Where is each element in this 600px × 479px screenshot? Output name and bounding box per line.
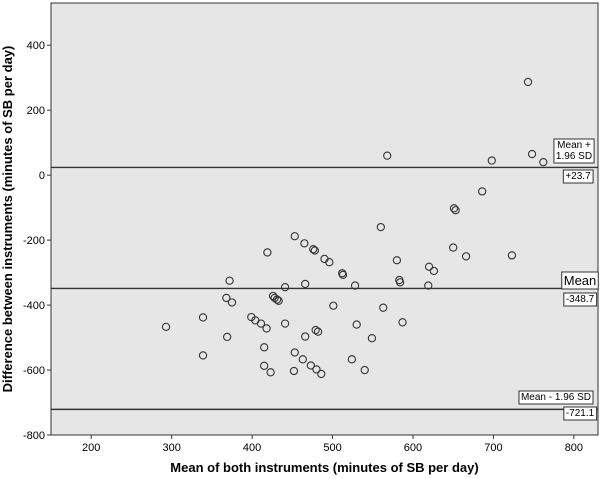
data-point	[360, 365, 369, 375]
data-point	[325, 258, 334, 267]
data-point	[367, 334, 377, 343]
x-axis-ticks: 200 300 400 500 600 700 800	[82, 435, 583, 454]
data-point	[347, 355, 356, 364]
data-point	[449, 243, 458, 252]
x-tick-label: 600	[404, 442, 422, 454]
y-tick-label: 0	[39, 170, 45, 182]
data-point	[310, 246, 319, 255]
ref-label-lower: Mean - 1.96 SD	[518, 390, 594, 405]
x-tick-label: 800	[565, 442, 583, 454]
data-point	[223, 332, 232, 342]
data-point	[311, 325, 320, 335]
y-tick-label: -200	[23, 235, 45, 247]
data-point	[309, 245, 318, 254]
data-point	[222, 293, 231, 303]
plot-background	[51, 3, 598, 435]
x-tick-label: 300	[162, 442, 180, 454]
data-point	[424, 281, 433, 290]
data-point	[376, 222, 385, 232]
ref-label-mean: Mean	[561, 271, 599, 290]
ref-label-mean-text: Mean	[564, 273, 597, 288]
data-point	[298, 355, 307, 364]
data-points	[161, 77, 548, 379]
x-tick-label: 500	[323, 442, 341, 454]
data-point	[352, 320, 361, 329]
x-axis-title: Mean of both instruments (minutes of SB …	[170, 460, 478, 475]
data-point	[523, 77, 533, 87]
ref-value-mean-text: -348.7	[566, 294, 595, 305]
data-point	[260, 343, 269, 352]
ref-value-upper: +23.7	[562, 169, 594, 184]
y-tick-label: 400	[27, 40, 45, 52]
data-point	[329, 301, 338, 310]
data-point	[280, 283, 290, 292]
data-point	[379, 303, 388, 312]
reference-labels: Mean +1.96 SD +23.7 Mean -348.7 Mean - 1.96 …	[518, 138, 599, 421]
data-point	[227, 298, 237, 307]
data-point	[392, 256, 402, 265]
data-point	[338, 270, 348, 280]
ref-value-lower: -721.1	[563, 406, 598, 421]
data-point	[350, 281, 360, 290]
data-point	[398, 318, 407, 327]
y-tick-label: 200	[27, 105, 45, 117]
data-point	[312, 365, 321, 374]
data-point	[507, 251, 517, 260]
ref-label-upper-text: 1.96 SD	[556, 151, 592, 162]
data-point	[301, 332, 310, 341]
y-tick-label: -400	[23, 300, 45, 312]
data-point	[449, 204, 459, 213]
ref-label-upper: Mean +1.96 SD	[553, 138, 595, 164]
data-point	[451, 206, 460, 215]
y-tick-label: -600	[23, 365, 45, 377]
data-point	[263, 248, 272, 257]
data-point	[280, 319, 290, 328]
data-point	[300, 239, 309, 248]
data-point	[313, 327, 323, 336]
data-point	[429, 266, 439, 276]
data-point	[225, 276, 234, 285]
y-tick-label: -800	[23, 430, 45, 442]
data-point	[198, 351, 208, 360]
data-point	[478, 187, 487, 196]
ref-value-upper-text: +23.7	[565, 171, 591, 182]
data-point	[395, 278, 405, 287]
ref-label-lower-text: Mean - 1.96 SD	[521, 392, 591, 403]
data-point	[289, 366, 299, 376]
data-point	[424, 262, 434, 271]
ref-value-mean: -348.7	[563, 292, 598, 307]
data-point	[272, 295, 282, 304]
data-point	[539, 158, 548, 167]
y-axis-ticks: 400 200 0 -200 -400 -600 -800	[23, 40, 51, 442]
y-axis-title: Difference between instruments (minutes …	[0, 46, 15, 393]
ref-label-upper-text: Mean +	[557, 140, 591, 151]
plot-frame	[50, 2, 599, 436]
data-point	[274, 296, 283, 306]
reference-lines	[51, 166, 598, 411]
data-point	[260, 361, 269, 370]
data-point	[487, 156, 496, 165]
data-point	[301, 279, 310, 289]
ref-value-lower-text: -721.1	[566, 408, 595, 419]
data-point	[383, 151, 392, 160]
data-point	[266, 368, 275, 377]
data-point	[306, 361, 315, 370]
data-point	[262, 324, 271, 333]
x-tick-label: 700	[484, 442, 502, 454]
x-tick-label: 200	[82, 442, 100, 454]
data-point	[161, 322, 171, 331]
data-point	[198, 313, 208, 322]
data-point	[527, 149, 537, 159]
x-tick-label: 400	[243, 442, 261, 454]
data-point	[256, 319, 266, 328]
data-point	[290, 348, 299, 357]
data-point	[290, 232, 299, 241]
data-point	[317, 369, 326, 379]
data-point	[461, 252, 471, 261]
